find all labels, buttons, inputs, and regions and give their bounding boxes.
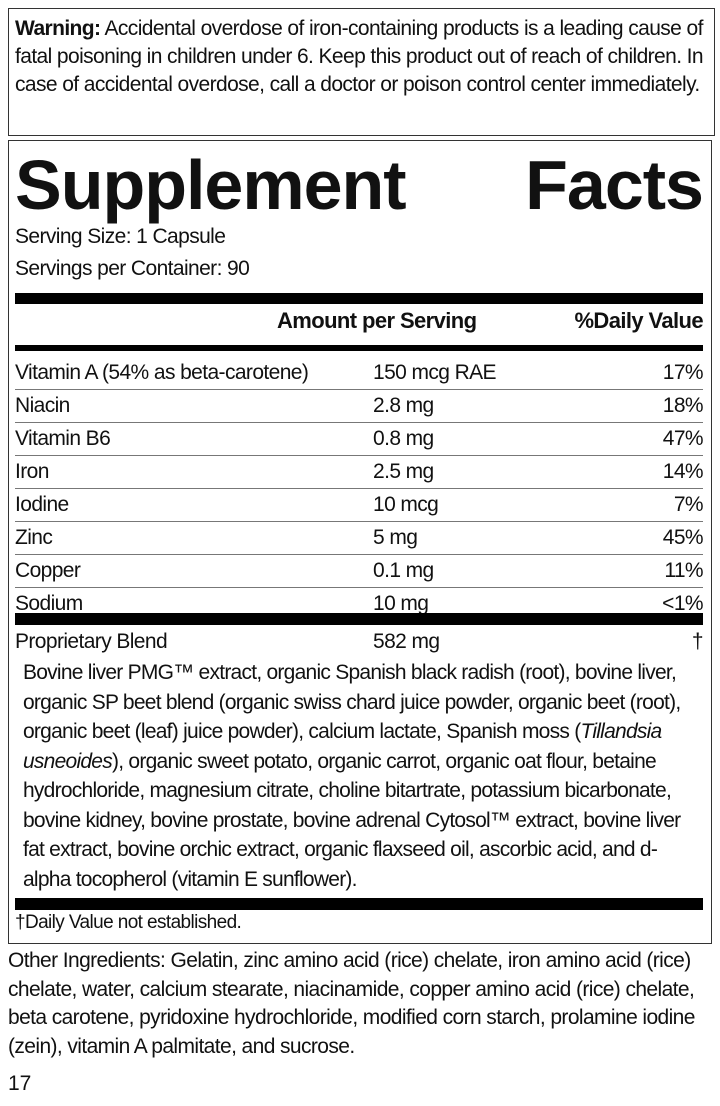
nutrient-row: Zinc 5 mg 45% [15, 522, 704, 555]
nutrient-dv: 45% [662, 526, 704, 549]
serving-size: Serving Size: 1 Capsule [15, 225, 226, 248]
nutrient-name: Iodine [15, 493, 69, 516]
nutrient-dv: 17% [662, 361, 704, 384]
warning-label: Warning: [15, 17, 101, 40]
nutrient-row: Iodine 10 mcg 7% [15, 489, 704, 522]
nutrient-name: Sodium [15, 592, 83, 615]
nutrient-amount: 150 mcg RAE [373, 361, 497, 384]
nutrient-name: Iron [15, 460, 49, 483]
title-word-1: Supplement [15, 146, 407, 224]
divider-thick [15, 293, 703, 304]
nutrient-dv: <1% [662, 592, 703, 615]
warning-box: Warning: Accidental overdose of iron-con… [8, 8, 715, 136]
nutrient-name: Copper [15, 559, 81, 582]
divider-thick [15, 898, 703, 910]
nutrient-amount: 0.1 mg [373, 559, 434, 582]
header-amount: Amount per Serving [277, 308, 477, 333]
nutrient-row: Sodium 10 mg <1% [15, 588, 704, 620]
nutrient-dv: 18% [662, 394, 704, 417]
blend-name: Proprietary Blend [15, 630, 168, 653]
nutrient-row: Copper 0.1 mg 11% [15, 555, 704, 588]
servings-per-container: Servings per Container: 90 [15, 257, 250, 280]
other-ingredients: Other Ingredients: Gelatin, zinc amino a… [8, 949, 695, 1058]
nutrient-row: Iron 2.5 mg 14% [15, 456, 704, 489]
nutrient-amount: 5 mg [373, 526, 418, 549]
nutrient-row: Vitamin B6 0.8 mg 47% [15, 423, 704, 456]
blend-ingredients: Bovine liver PMG™ extract, organic Spani… [15, 658, 703, 894]
nutrient-dv: 14% [662, 460, 704, 483]
ingredients-text: Bovine liver PMG™ extract, organic Spani… [23, 661, 681, 743]
title-word-2: Facts [525, 146, 704, 224]
warning-text: Accidental overdose of iron-containing p… [15, 17, 704, 96]
page-number: 17 [8, 1072, 32, 1095]
nutrient-table: Vitamin A (54% as beta-carotene) 150 mcg … [15, 357, 704, 620]
nutrient-row: Niacin 2.8 mg 18% [15, 390, 704, 423]
footnote: †Daily Value not established. [15, 912, 242, 933]
divider-medium [15, 345, 703, 351]
nutrient-row: Vitamin A (54% as beta-carotene) 150 mcg … [15, 357, 704, 390]
blend-row: Proprietary Blend 582 mg † [15, 626, 704, 658]
panel-title: Supplement Facts [15, 145, 704, 225]
supplement-facts-panel: Supplement Facts Serving Size: 1 Capsule… [8, 140, 712, 944]
nutrient-name: Niacin [15, 394, 70, 417]
nutrient-amount: 0.8 mg [373, 427, 434, 450]
nutrient-amount: 10 mcg [373, 493, 439, 516]
nutrient-amount: 2.8 mg [373, 394, 434, 417]
nutrient-amount: 2.5 mg [373, 460, 434, 483]
blend-dv: † [691, 630, 704, 653]
nutrient-name: Zinc [15, 526, 53, 549]
header-daily-value: %Daily Value [574, 308, 703, 333]
ingredients-text: ), organic sweet potato, organic carrot,… [23, 749, 681, 891]
blend-amount: 582 mg [373, 630, 440, 653]
nutrient-name: Vitamin A (54% as beta-carotene) [15, 361, 309, 384]
nutrient-amount: 10 mg [373, 592, 429, 615]
nutrient-dv: 11% [664, 559, 703, 582]
divider-thick [15, 613, 703, 625]
ingredients-italic: Tillandsia usneoides [23, 720, 662, 773]
proprietary-blend: Proprietary Blend 582 mg † Bovine liver … [15, 626, 704, 894]
nutrient-name: Vitamin B6 [15, 427, 111, 450]
nutrient-dv: 7% [673, 493, 704, 516]
nutrient-dv: 47% [662, 427, 704, 450]
